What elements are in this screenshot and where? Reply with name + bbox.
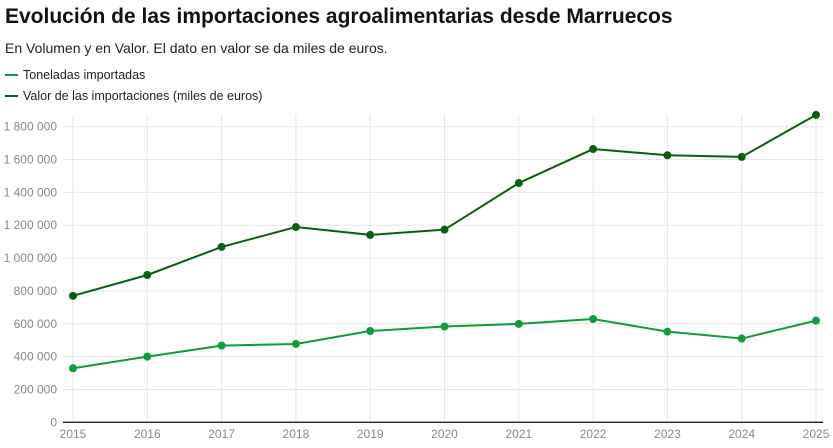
legend-label: Toneladas importadas: [23, 68, 146, 82]
x-tick-label: 2015: [60, 427, 87, 441]
x-tick-label: 2021: [505, 427, 532, 441]
data-point: [737, 334, 746, 343]
data-point: [69, 291, 77, 300]
y-tick-label: 400 000: [14, 350, 58, 364]
legend-item-toneladas: Toneladas importadas: [5, 68, 145, 82]
x-tick-label: 2024: [728, 427, 755, 441]
data-point: [217, 341, 226, 350]
legend-label: Valor de las importaciones (miles de eur…: [23, 89, 263, 103]
chart-title: Evolución de las importaciones agroalime…: [5, 5, 673, 28]
data-point: [514, 179, 523, 188]
x-tick-label: 2020: [431, 427, 458, 441]
data-point: [143, 352, 152, 361]
y-tick-label: 1 400 000: [4, 185, 58, 199]
data-point: [291, 223, 300, 232]
y-tick-label: 1 800 000: [4, 120, 58, 134]
data-point: [440, 225, 449, 234]
legend-item-valor: Valor de las importaciones (miles de eur…: [5, 89, 262, 103]
legend-swatch: [5, 74, 18, 76]
data-point: [366, 326, 375, 335]
data-point: [589, 145, 598, 154]
data-point: [812, 110, 820, 119]
y-tick-label: 1 600 000: [4, 153, 58, 167]
data-point: [589, 315, 598, 324]
data-point: [69, 364, 77, 373]
data-point: [291, 339, 300, 348]
y-tick-label: 0: [50, 415, 57, 429]
y-tick-label: 1 200 000: [4, 218, 58, 232]
data-point: [737, 152, 746, 161]
data-point: [663, 327, 672, 336]
x-tick-label: 2019: [357, 427, 384, 441]
x-tick-label: 2022: [580, 427, 607, 441]
y-tick-label: 200 000: [14, 382, 58, 396]
legend-swatch: [5, 95, 18, 97]
y-tick-label: 800 000: [14, 284, 58, 298]
data-point: [143, 270, 152, 279]
x-tick-label: 2018: [283, 427, 310, 441]
data-point: [812, 316, 820, 325]
chart-subtitle: En Volumen y en Valor. El dato en valor …: [5, 40, 388, 56]
data-point: [663, 151, 672, 160]
x-tick-label: 2016: [134, 427, 161, 441]
x-tick-label: 2017: [208, 427, 235, 441]
data-point: [440, 322, 449, 331]
data-point: [514, 319, 523, 328]
x-tick-label: 2023: [654, 427, 681, 441]
data-point: [366, 230, 375, 239]
y-tick-label: 600 000: [14, 317, 58, 331]
y-tick-label: 1 000 000: [4, 251, 58, 265]
x-tick-label: 2025: [803, 427, 830, 441]
data-point: [217, 242, 226, 251]
